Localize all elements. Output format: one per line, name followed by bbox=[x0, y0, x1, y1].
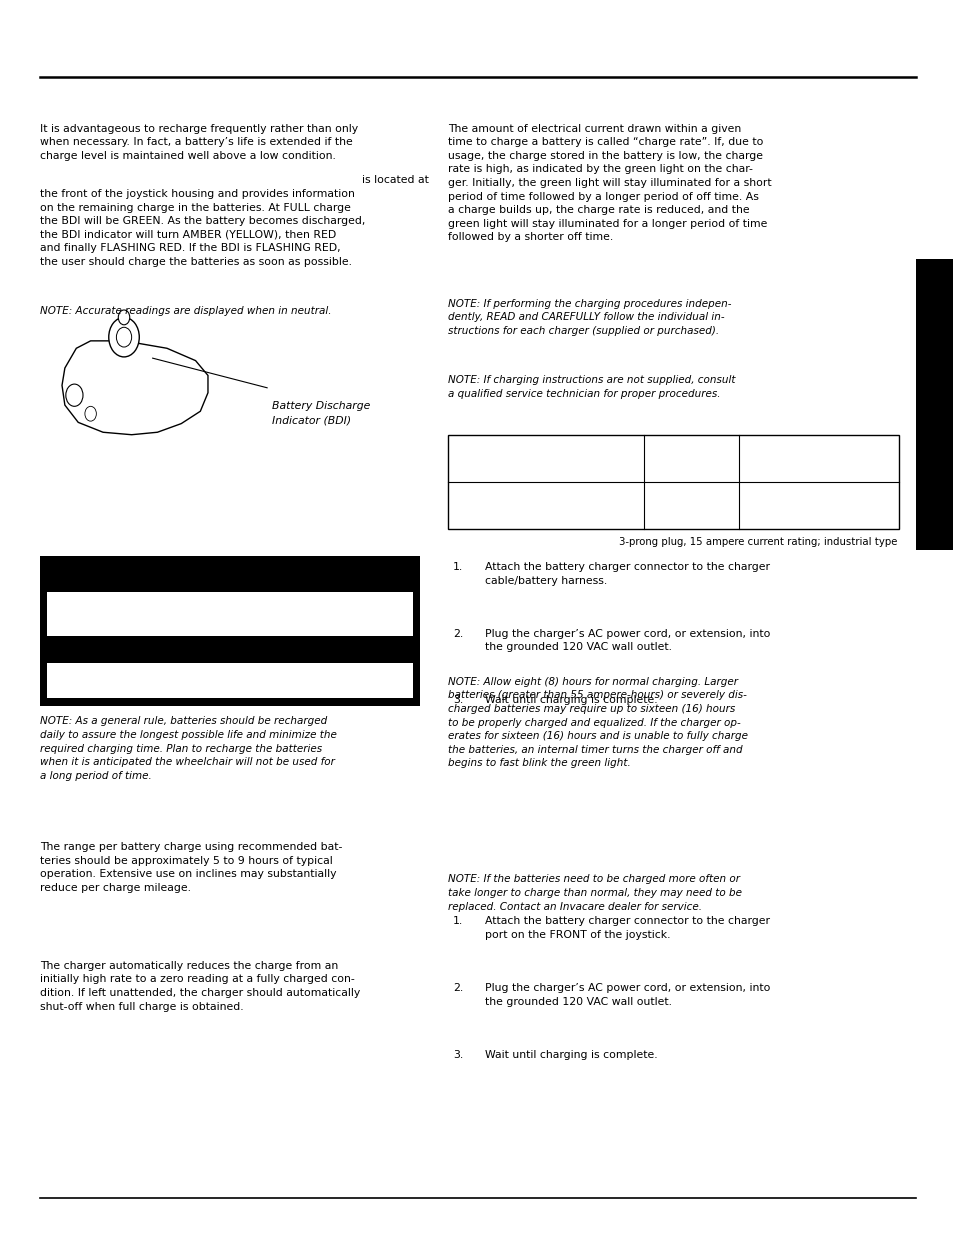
Text: Wait until charging is complete.: Wait until charging is complete. bbox=[484, 695, 657, 705]
Text: NOTE: If the batteries need to be charged more often or
take longer to charge th: NOTE: If the batteries need to be charge… bbox=[448, 874, 741, 911]
Circle shape bbox=[109, 317, 139, 357]
Text: 3.: 3. bbox=[453, 695, 463, 705]
Bar bbox=[915, 259, 953, 550]
Text: 3-prong plug, 15 ampere current rating; industrial type: 3-prong plug, 15 ampere current rating; … bbox=[618, 537, 897, 547]
Text: 1.: 1. bbox=[453, 562, 463, 572]
Text: 1.: 1. bbox=[453, 916, 463, 926]
Bar bbox=[448, 435, 898, 529]
Text: Attach the battery charger connector to the charger
cable/battery harness.: Attach the battery charger connector to … bbox=[484, 562, 769, 585]
Text: Wait until charging is complete.: Wait until charging is complete. bbox=[484, 1050, 657, 1060]
Text: Plug the charger’s AC power cord, or extension, into
the grounded 120 VAC wall o: Plug the charger’s AC power cord, or ext… bbox=[484, 983, 769, 1007]
Text: NOTE: Allow eight (8) hours for normal charging. Larger
batteries (greater than : NOTE: Allow eight (8) hours for normal c… bbox=[448, 677, 747, 768]
Bar bbox=[47, 663, 413, 698]
Text: NOTE: If performing the charging procedures indepen-
dently, READ and CAREFULLY : NOTE: If performing the charging procedu… bbox=[448, 299, 731, 336]
Text: the front of the joystick housing and provides information
on the remaining char: the front of the joystick housing and pr… bbox=[40, 189, 365, 267]
Text: The range per battery charge using recommended bat-
teries should be approximate: The range per battery charge using recom… bbox=[40, 842, 342, 893]
Text: The charger automatically reduces the charge from an
initially high rate to a ze: The charger automatically reduces the ch… bbox=[40, 961, 360, 1011]
Text: Plug the charger’s AC power cord, or extension, into
the grounded 120 VAC wall o: Plug the charger’s AC power cord, or ext… bbox=[484, 629, 769, 652]
Text: The amount of electrical current drawn within a given
time to charge a battery i: The amount of electrical current drawn w… bbox=[448, 124, 771, 242]
Text: is located at: is located at bbox=[362, 175, 429, 185]
Text: It is advantageous to recharge frequently rather than only
when necessary. In fa: It is advantageous to recharge frequentl… bbox=[40, 124, 357, 161]
Bar bbox=[47, 592, 413, 636]
Text: Attach the battery charger connector to the charger
port on the FRONT of the joy: Attach the battery charger connector to … bbox=[484, 916, 769, 940]
Text: NOTE: As a general rule, batteries should be recharged
daily to assure the longe: NOTE: As a general rule, batteries shoul… bbox=[40, 716, 336, 781]
Text: 2.: 2. bbox=[453, 983, 463, 993]
Text: NOTE: Accurate readings are displayed when in neutral.: NOTE: Accurate readings are displayed wh… bbox=[40, 306, 332, 316]
Text: 3.: 3. bbox=[453, 1050, 463, 1060]
Text: NOTE: If charging instructions are not supplied, consult
a qualified service tec: NOTE: If charging instructions are not s… bbox=[448, 375, 735, 399]
Text: Battery Discharge
Indicator (BDI): Battery Discharge Indicator (BDI) bbox=[272, 401, 370, 425]
Circle shape bbox=[118, 310, 130, 325]
Bar bbox=[40, 556, 419, 706]
Text: 2.: 2. bbox=[453, 629, 463, 638]
